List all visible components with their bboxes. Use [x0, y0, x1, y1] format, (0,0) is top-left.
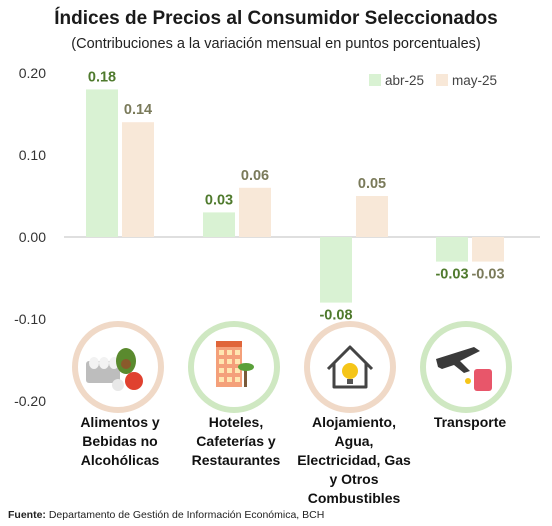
y-tick-label: 0.00	[19, 229, 46, 245]
bulb-shape	[342, 363, 358, 379]
category-label-line: y Otros	[329, 471, 378, 487]
bar-may-3	[472, 237, 504, 262]
category-label-line: Agua,	[335, 433, 374, 449]
source-footer: Fuente: Departamento de Gestión de Infor…	[8, 509, 324, 521]
bar-may-0	[122, 122, 154, 237]
data-label-may-2: 0.05	[358, 176, 386, 192]
data-label-abr-3: -0.03	[435, 267, 468, 283]
bar-abr-0	[86, 89, 118, 238]
data-label-abr-1: 0.03	[205, 192, 233, 208]
egg-shape	[89, 357, 99, 369]
window-shape	[219, 377, 224, 382]
chart-title: Índices de Precios al Consumidor Selecci…	[54, 8, 498, 29]
legend-label-abr: abr-25	[385, 73, 424, 88]
garlic-shape	[112, 379, 124, 391]
category-icon-badge	[188, 321, 280, 413]
category-label-line: Electricidad, Gas	[297, 452, 411, 468]
data-label-may-3: -0.03	[471, 267, 504, 283]
window-shape	[235, 359, 240, 364]
data-label-may-1: 0.06	[241, 168, 269, 184]
legend-label-may: may-25	[452, 73, 497, 88]
y-tick-label: 0.20	[19, 65, 46, 81]
category-icon-badge	[420, 321, 512, 413]
category-icon-badge	[72, 321, 164, 413]
legend: abr-25 may-25	[369, 73, 497, 88]
window-shape	[219, 350, 224, 355]
hotel-building-icon	[216, 341, 254, 387]
window-shape	[227, 368, 232, 373]
window-shape	[227, 350, 232, 355]
airplane-shape	[436, 347, 480, 373]
window-shape	[219, 359, 224, 364]
palm-trunk	[244, 369, 247, 387]
legend-swatch-may	[436, 74, 448, 86]
category-label-line: Alimentos y	[80, 414, 160, 430]
legend-swatch-abr	[369, 74, 381, 86]
category-label-line: Cafeterías y	[196, 433, 276, 449]
category-icon-badge	[304, 321, 396, 413]
category-label-line: Bebidas no	[82, 433, 157, 449]
window-shape	[235, 368, 240, 373]
y-tick-label: 0.10	[19, 147, 46, 163]
window-shape	[235, 350, 240, 355]
house-outline	[326, 345, 374, 389]
bar-abr-3	[436, 237, 468, 262]
category-label-line: Alojamiento,	[312, 414, 396, 430]
window-shape	[227, 359, 232, 364]
window-shape	[235, 377, 240, 382]
bar-abr-2	[320, 237, 352, 303]
building-roof	[216, 341, 242, 347]
bar-abr-1	[203, 212, 235, 237]
egg-shape	[99, 357, 109, 369]
house-bulb-icon	[326, 345, 374, 389]
y-tick-label: -0.10	[14, 311, 46, 327]
avocado-pit	[121, 359, 131, 369]
category-label-line: Hoteles,	[209, 414, 263, 430]
category-label-line: Transporte	[434, 414, 507, 430]
bar-may-1	[239, 187, 271, 237]
data-label-abr-0: 0.18	[88, 69, 116, 85]
data-label-may-0: 0.14	[124, 102, 152, 118]
source-text: Departamento de Gestión de Información E…	[48, 509, 325, 521]
window-shape	[219, 368, 224, 373]
bulb-base	[347, 379, 353, 384]
data-label-abr-2: -0.08	[319, 308, 352, 324]
airplane-fuel-icon	[436, 347, 492, 391]
tomato-shape	[125, 372, 143, 390]
bar-may-2	[356, 196, 388, 237]
chart-subtitle: (Contribuciones a la variación mensual e…	[71, 36, 481, 52]
fuel-can-shape	[474, 369, 492, 391]
category-label-line: Combustibles	[308, 490, 401, 506]
fuel-drop-shape	[465, 378, 471, 384]
y-tick-label: -0.20	[14, 393, 46, 409]
category-label-line: Restaurantes	[192, 452, 281, 468]
window-shape	[227, 377, 232, 382]
source-label: Fuente:	[8, 509, 46, 521]
palm-leaves	[238, 363, 254, 371]
food-basket-icon	[86, 348, 143, 391]
category-label-line: Alcohólicas	[81, 452, 160, 468]
